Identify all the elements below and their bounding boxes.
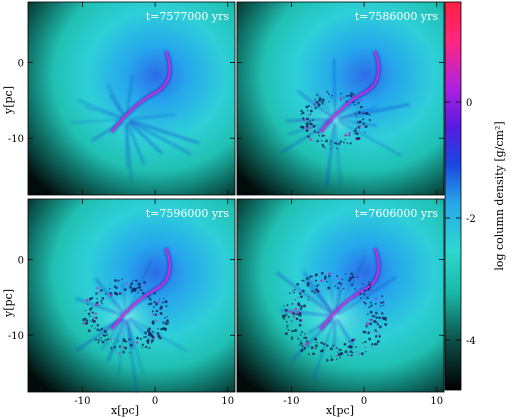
y-tick-label: -10 — [8, 134, 24, 145]
dense-ridge — [319, 50, 380, 133]
bubble-cavity — [92, 287, 161, 346]
colorbar-tick-label: -2 — [466, 214, 476, 225]
x-tick-label: 0 — [152, 396, 158, 407]
x-tick-label: 10 — [430, 396, 443, 407]
colorbar-tick-label: -4 — [466, 336, 476, 347]
time-label: t=7596000 yrs — [146, 207, 230, 220]
panel-frame — [236, 1, 445, 196]
x-axis-label-left: x[pc] — [111, 404, 139, 417]
colorbar: 0 -2 -4 log column density [g/cm²] — [444, 1, 506, 391]
snapshot-panel: t=7606000 yrs -10 0 10 — [236, 198, 445, 407]
snapshot-panel: t=7577000 yrs 0 -10 — [8, 1, 236, 196]
y-axis-label-top: y[pc] — [2, 86, 15, 115]
time-label: t=7586000 yrs — [355, 10, 439, 23]
panel-frame — [27, 198, 236, 393]
time-label: t=7606000 yrs — [355, 207, 439, 220]
x-tick-label: -10 — [74, 396, 90, 407]
bubble-cavity — [294, 281, 377, 352]
colorbar-ticks: 0 -2 -4 — [445, 98, 476, 347]
panel-grid: t=7577000 yrs 0 -10 t=7586000 yrs t=7596000 … — [8, 1, 445, 407]
y-tick-label: -10 — [8, 331, 24, 342]
dense-ridge — [319, 247, 380, 330]
density-map — [28, 2, 235, 195]
snapshot-panel: t=7596000 yrs 0 -10 -10 0 10 — [8, 198, 236, 407]
y-axis-label-bottom: y[pc] — [2, 289, 15, 318]
colorbar-bar — [444, 1, 462, 391]
dense-ridge — [110, 50, 171, 133]
filaments — [70, 75, 200, 182]
snapshot-panel: t=7586000 yrs — [236, 1, 445, 196]
panel-frame — [27, 1, 236, 196]
colorbar-label: log column density [g/cm²] — [493, 121, 506, 270]
filaments — [75, 259, 188, 393]
x-tick-label: 0 — [361, 396, 367, 407]
shell-clumps — [300, 90, 372, 150]
dense-ridge — [110, 247, 171, 330]
x-tick-label: -10 — [283, 396, 299, 407]
y-tick-label: 0 — [18, 256, 24, 267]
y-tick-label: 0 — [18, 59, 24, 70]
x-tick-label: 10 — [221, 396, 234, 407]
shell-clumps — [82, 278, 170, 355]
colorbar-tick-label: 0 — [466, 98, 472, 109]
time-label: t=7577000 yrs — [146, 10, 230, 23]
x-axis-label-right: x[pc] — [326, 404, 354, 417]
panel-frame — [236, 198, 445, 393]
shell-clumps — [281, 271, 388, 362]
